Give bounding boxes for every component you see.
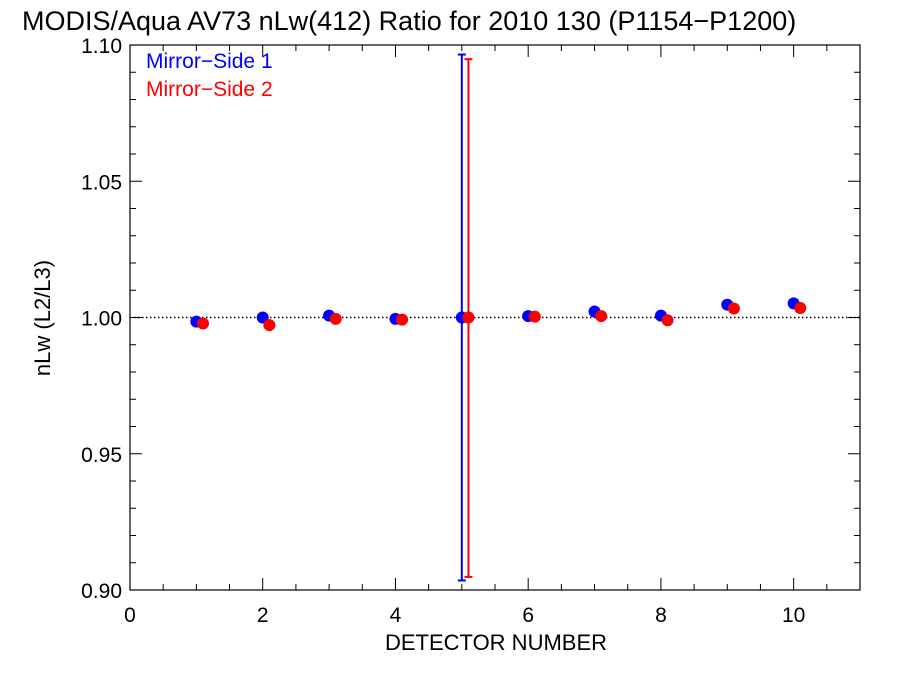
chart-title: MODIS/Aqua AV73 nLw(412) Ratio for 2010 … [22,6,796,36]
x-tick-label: 10 [782,604,805,627]
x-tick-label: 0 [124,604,136,627]
point-series-2 [462,311,475,324]
y-tick-labels: 0.90 0.95 1.00 1.05 1.10 [81,35,122,603]
point-series-2 [329,312,342,325]
y-tick-label: 1.10 [81,35,122,58]
point-series-2 [197,317,209,330]
x-tick-label: 8 [655,604,667,627]
legend-mirror-side-1: Mirror−Side 1 [146,50,273,73]
y-tick-label: 0.90 [81,580,122,603]
y-tick-label: 1.00 [81,308,122,331]
legend-mirror-side-2: Mirror−Side 2 [146,78,273,101]
y-tick-label: 1.05 [81,171,122,194]
point-series-2 [263,319,276,332]
x-axis-label: DETECTOR NUMBER [385,630,607,655]
y-axis-label: nLw (L2/L3) [30,260,55,376]
point-series-2 [794,301,807,314]
point-series-2 [528,310,541,323]
x-tick-label: 4 [390,604,402,627]
x-tick-labels: 0 2 4 6 8 10 [124,604,805,627]
data-points [190,297,807,332]
point-series-2 [727,302,740,315]
x-tick-label: 2 [257,604,269,627]
point-series-2 [595,310,608,323]
point-series-2 [661,314,674,327]
x-tick-label: 6 [522,604,534,627]
point-series-2 [396,313,409,326]
y-tick-label: 0.95 [81,444,122,467]
axis-ticks [129,44,861,591]
